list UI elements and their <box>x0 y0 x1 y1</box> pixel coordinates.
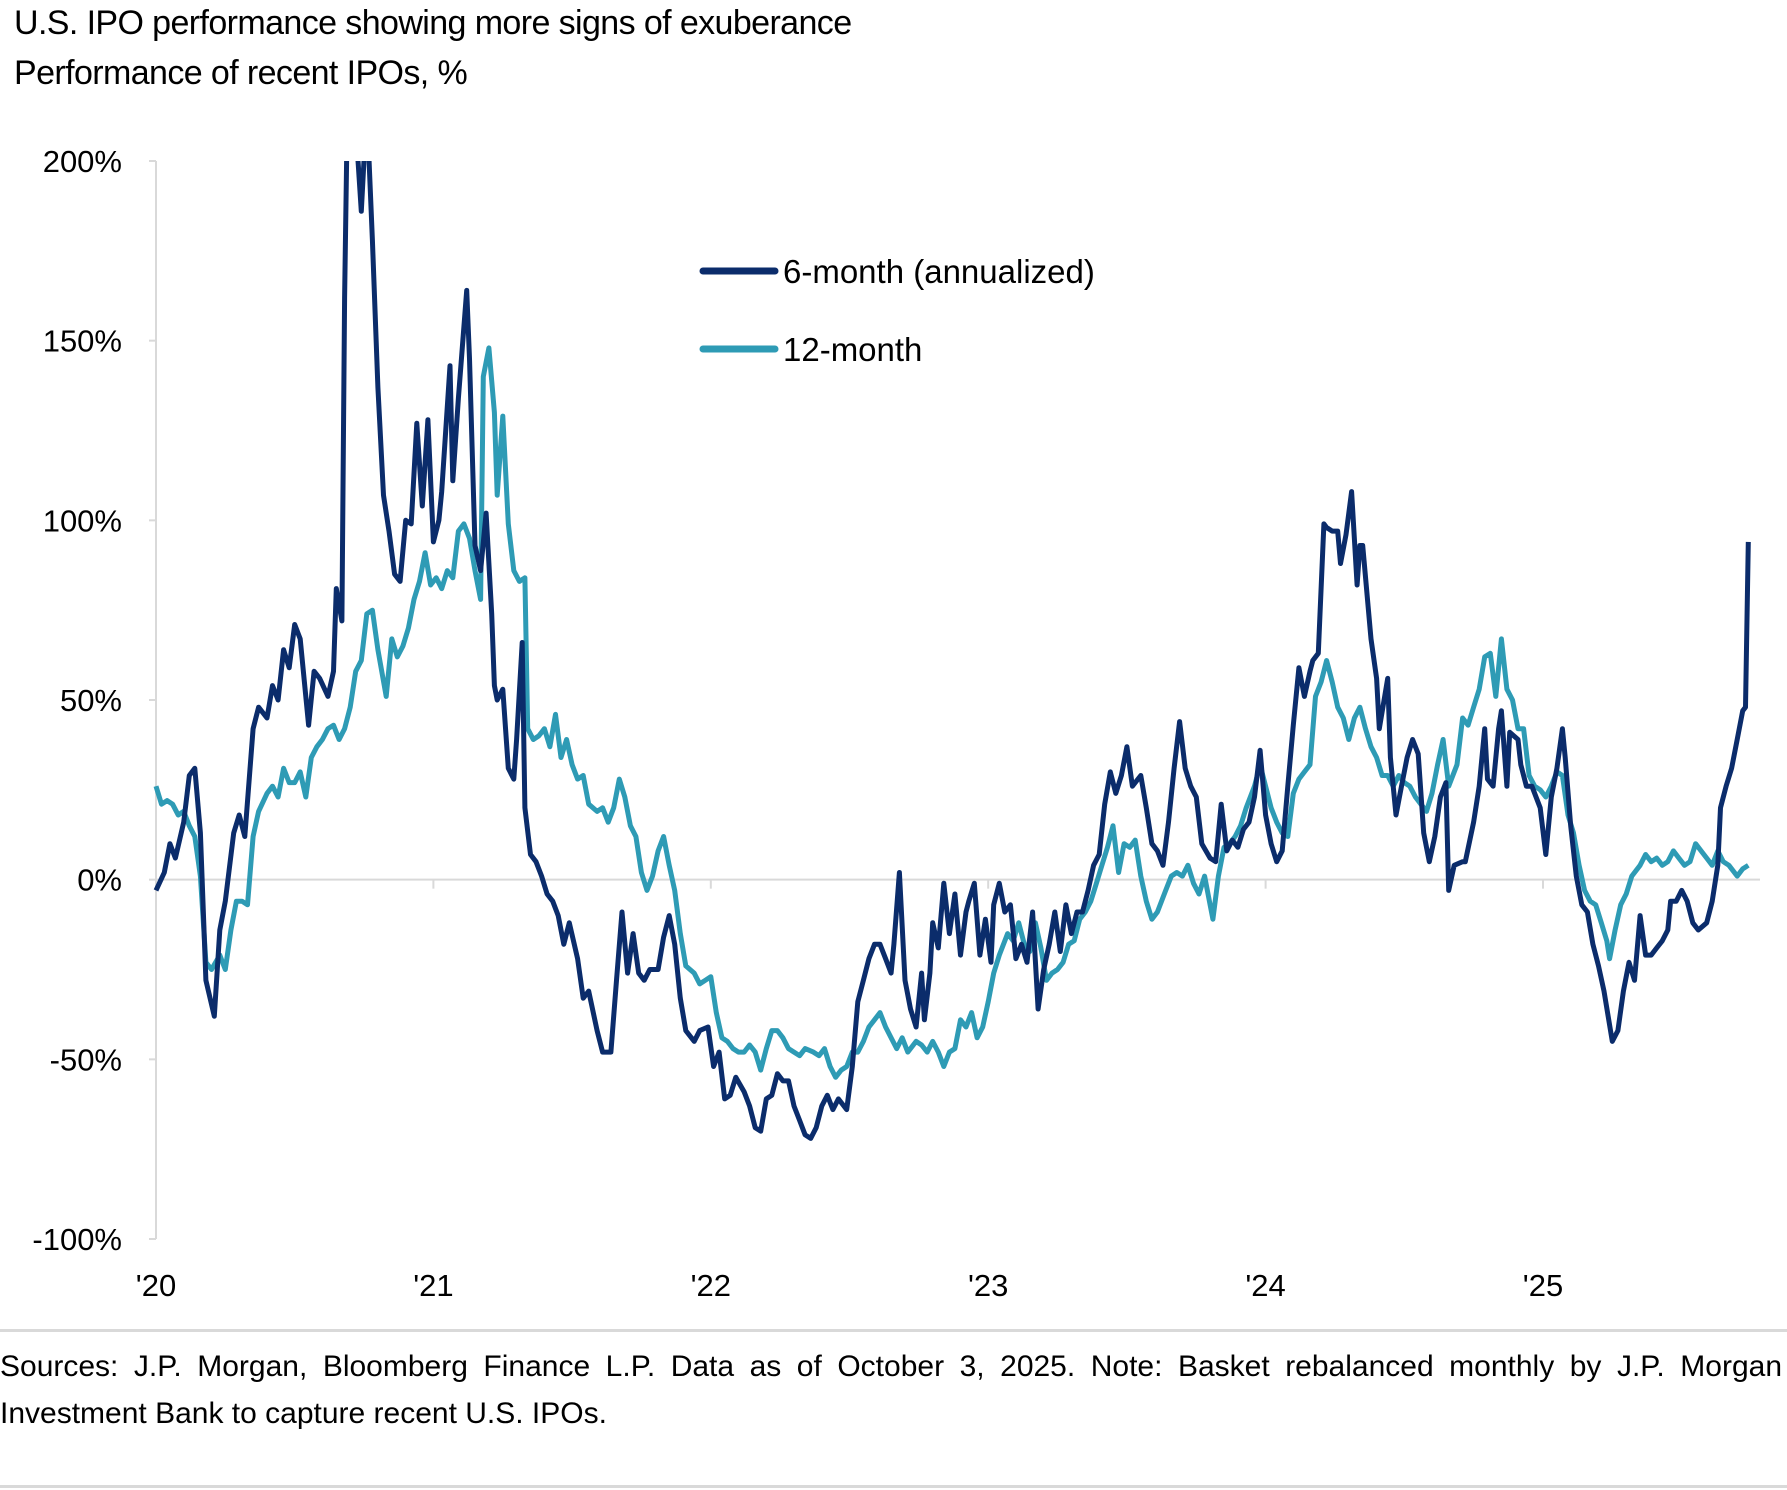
bottom-divider <box>0 1485 1787 1488</box>
x-tick-label: '25 <box>1523 1268 1563 1303</box>
x-tick-label: '21 <box>413 1268 453 1303</box>
x-tick-label: '22 <box>691 1268 731 1303</box>
legend-label-12-month: 12-month <box>783 331 922 368</box>
y-tick-label: -100% <box>32 1222 122 1257</box>
line-chart: 200% 150% 100% 50% 0% -50% -100% '20 '21 '22 '23 '2… <box>32 144 1760 1303</box>
y-tick-label: 50% <box>60 683 122 718</box>
chart-title: U.S. IPO performance showing more signs … <box>14 4 852 42</box>
series-lines <box>153 161 1751 1141</box>
source-note: Sources: J.P. Morgan, Bloomberg Finance … <box>0 1350 1782 1430</box>
y-tick-label: 150% <box>43 324 122 359</box>
x-tick-label: '23 <box>968 1268 1008 1303</box>
legend: 6-month (annualized) 12-month <box>699 253 1095 368</box>
footer-divider <box>0 1329 1787 1332</box>
y-tick-label: 200% <box>43 144 122 179</box>
series-6-month-line <box>153 161 1751 1141</box>
series-12-month-line <box>153 345 1750 1080</box>
y-tick-label: -50% <box>50 1042 122 1077</box>
y-tick-label: 0% <box>77 863 122 898</box>
legend-label-6-month: 6-month (annualized) <box>783 253 1095 290</box>
axes: 200% 150% 100% 50% 0% -50% -100% '20 '21 '22 '23 '2… <box>32 144 1760 1303</box>
x-tick-label: '20 <box>136 1268 176 1303</box>
chart-subtitle: Performance of recent IPOs, % <box>14 54 468 92</box>
y-tick-label: 100% <box>43 503 122 538</box>
x-tick-label: '24 <box>1245 1268 1285 1303</box>
